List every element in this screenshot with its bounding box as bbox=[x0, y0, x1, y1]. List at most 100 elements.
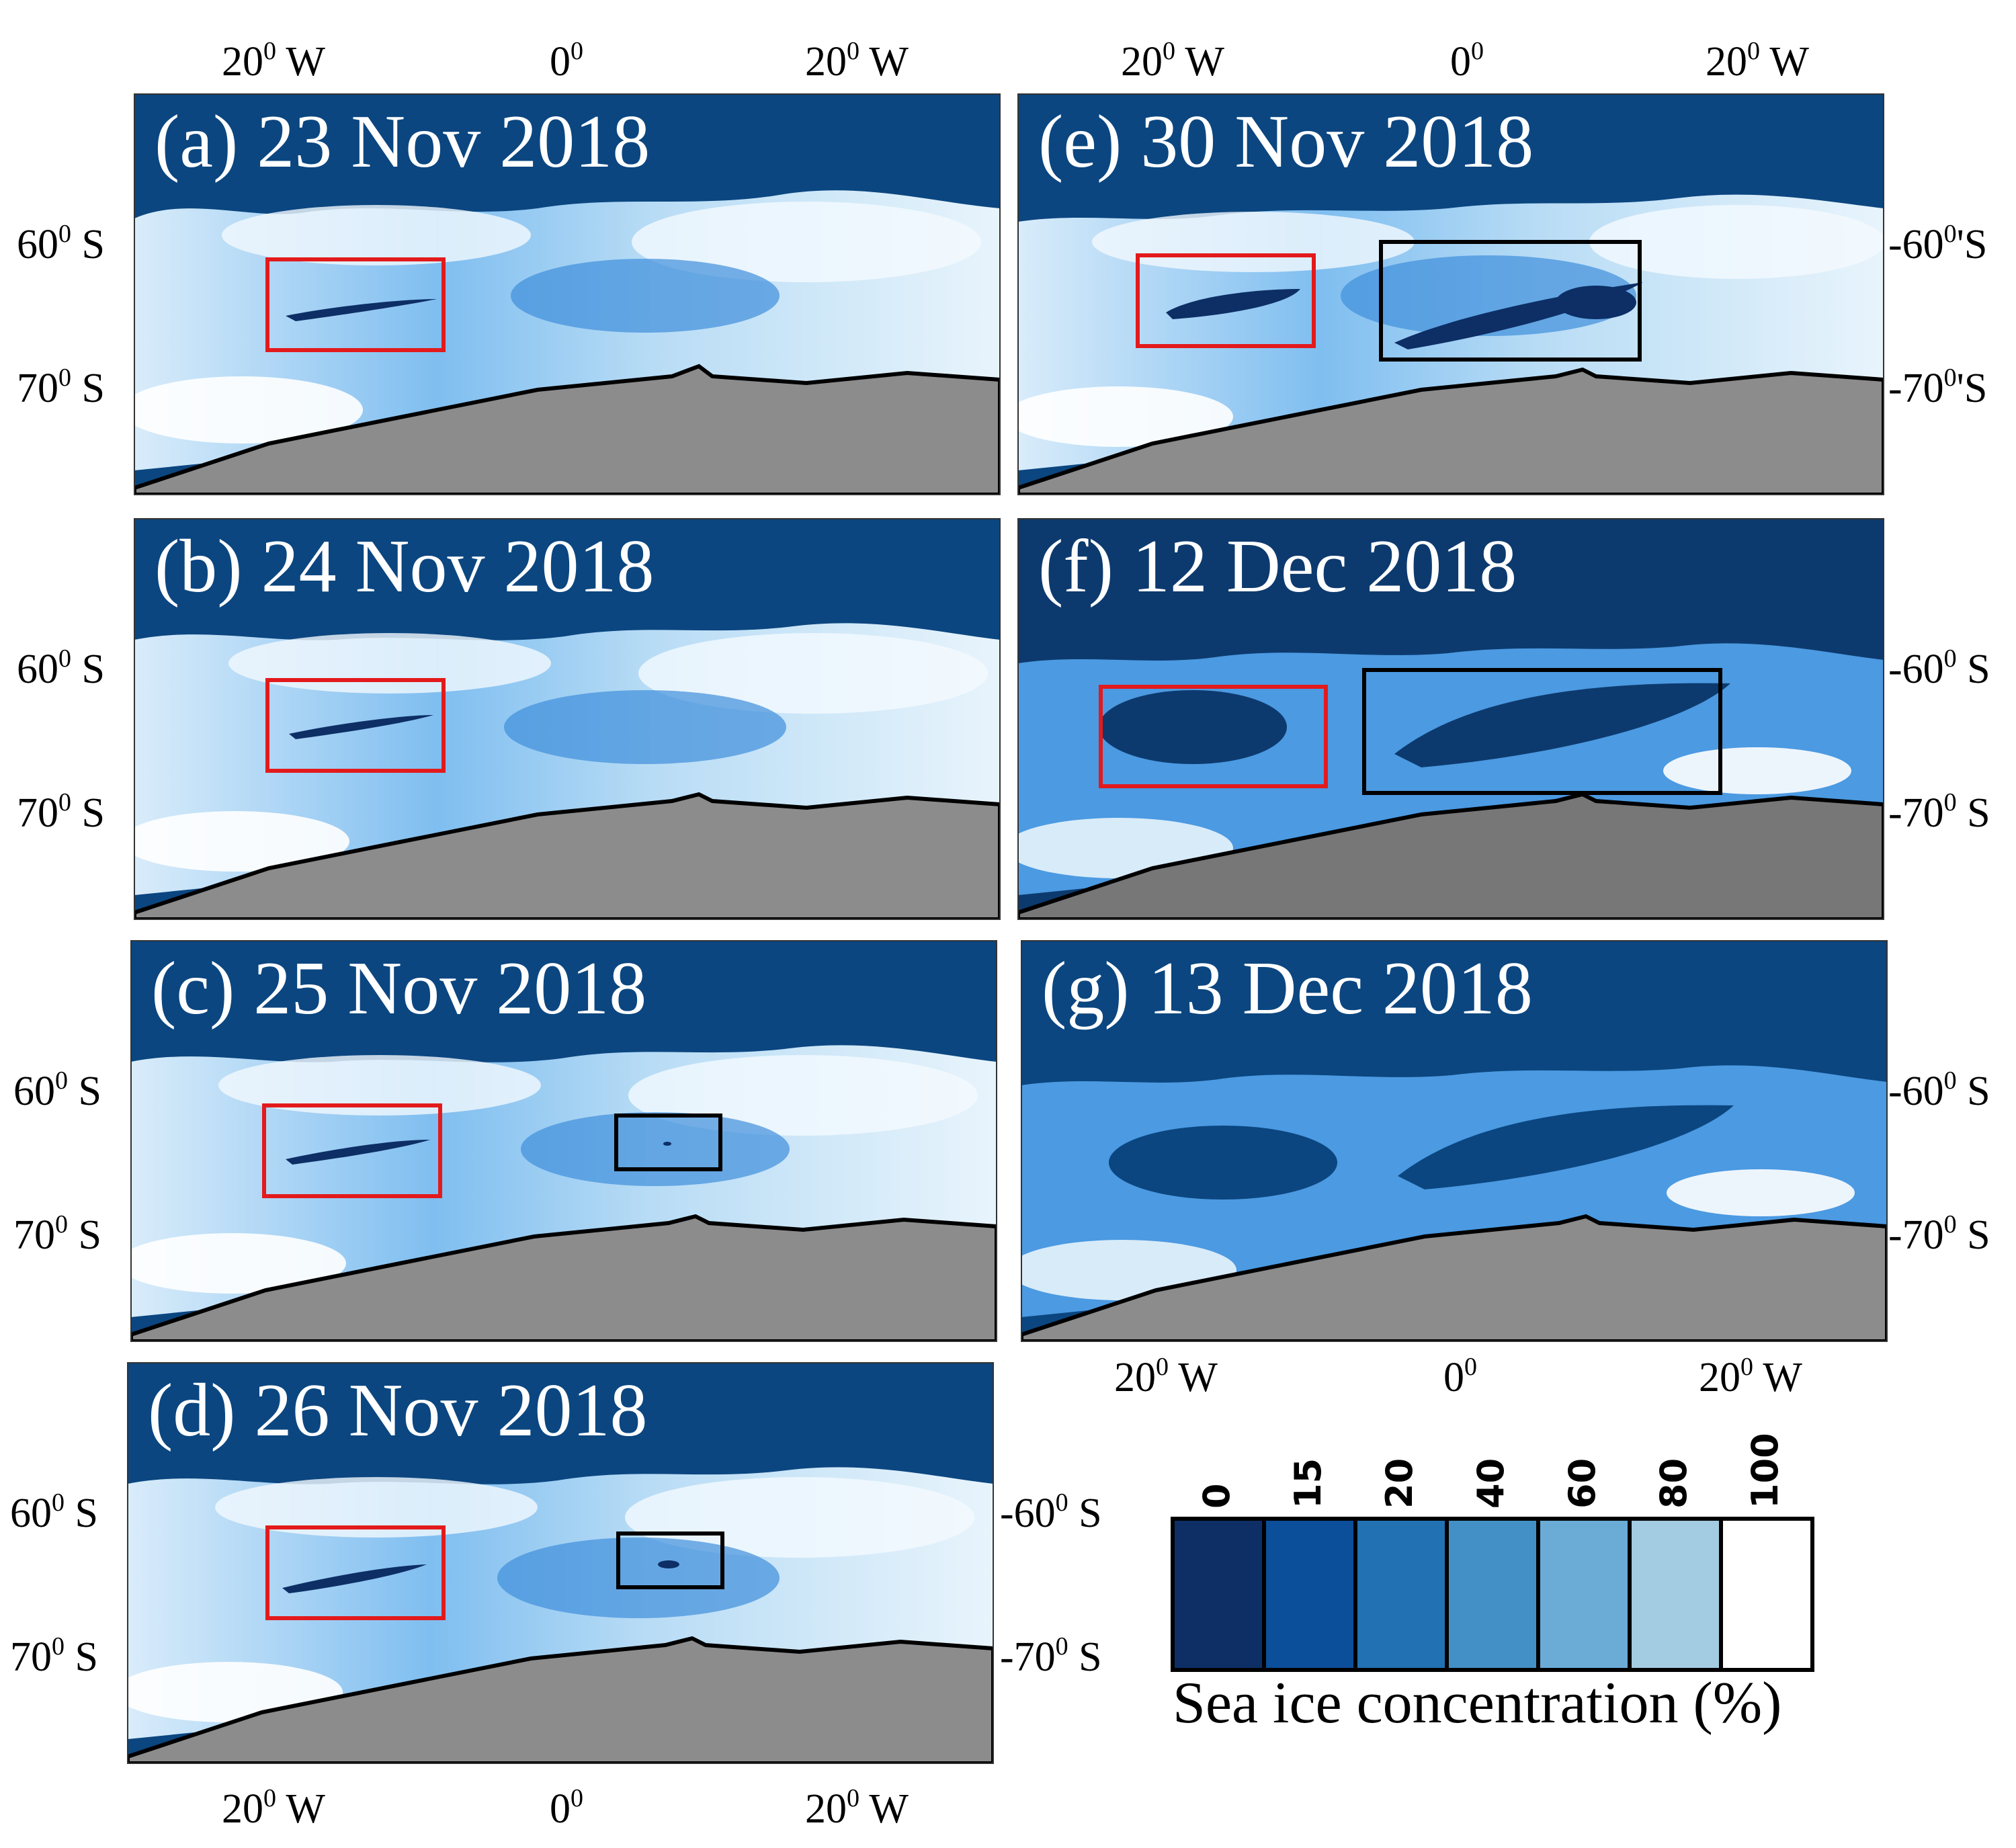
lat-labels-left: 600 S 700 S 600 S 700 S 600 S 700 S 600 … bbox=[10, 220, 105, 1680]
lat-label-60s: 600 S bbox=[13, 1066, 101, 1114]
red-box bbox=[1099, 685, 1328, 788]
antarctic-land bbox=[1021, 1214, 1887, 1341]
lat-label-70s: 700 S bbox=[17, 364, 105, 411]
top-left-lon-labels: 200 W 00 200 W bbox=[222, 37, 909, 85]
lat-label-60s: -600 S bbox=[1000, 1488, 1102, 1536]
bottom-right-lon-labels: 200 W 00 200 W bbox=[1114, 1353, 1802, 1400]
colorbar-title: Sea ice concentration (%) bbox=[1173, 1671, 1781, 1736]
ice-light-patch bbox=[1018, 386, 1233, 447]
antarctic-land bbox=[128, 1636, 993, 1763]
red-box bbox=[265, 1525, 446, 1620]
ice-light-patch bbox=[218, 1055, 541, 1116]
colorbar-tick-label: 80 bbox=[1652, 1458, 1695, 1509]
panel-frame bbox=[134, 93, 1001, 495]
ice-light-patch bbox=[638, 633, 988, 714]
top-right-lon-labels: 200 W 00 200 W bbox=[1121, 37, 1809, 85]
colorbar-swatches bbox=[1171, 1517, 1814, 1672]
antarctic-land bbox=[134, 364, 1000, 495]
lat-label-70s: 700 S bbox=[13, 1210, 101, 1258]
panel-frame bbox=[1021, 940, 1888, 1342]
ice-light-patch bbox=[228, 633, 551, 694]
lat-label-60s: 600 S bbox=[17, 644, 105, 692]
lat-label-70s: 700 S bbox=[17, 788, 105, 836]
red-box bbox=[1136, 253, 1316, 348]
colorbar-swatch bbox=[1445, 1517, 1540, 1672]
lon-label-0: 00 bbox=[1450, 37, 1484, 85]
colorbar-swatch bbox=[1536, 1517, 1632, 1672]
panel-frame bbox=[127, 1362, 994, 1764]
red-box bbox=[265, 257, 446, 352]
panel-title: (f) 12 Dec 2018 bbox=[1038, 525, 1517, 608]
ice-light-patch bbox=[1667, 1169, 1855, 1216]
colorbar-tick-label: 60 bbox=[1561, 1458, 1603, 1509]
panel-title: (d) 26 Nov 2018 bbox=[148, 1369, 647, 1452]
ice-light-patch bbox=[131, 1233, 346, 1294]
black-box bbox=[616, 1531, 724, 1589]
colorbar-tick-label: 15 bbox=[1287, 1458, 1329, 1509]
colorbar-tick-label: 100 bbox=[1744, 1433, 1786, 1509]
lat-label-60s: -600 S bbox=[1888, 644, 1990, 692]
antarctic-land bbox=[131, 1214, 997, 1341]
antarctic-land bbox=[134, 792, 1000, 919]
red-box bbox=[262, 1103, 442, 1198]
ice-light-patch bbox=[134, 376, 363, 444]
bottom-left-lon-labels: 200 W 00 200 W bbox=[222, 1784, 909, 1832]
ice-light-patch bbox=[1663, 747, 1851, 794]
lon-label-0: 00 bbox=[1443, 1353, 1477, 1400]
lon-label-0: 00 bbox=[550, 37, 583, 85]
panel-a: (a) 23 Nov 2018 bbox=[134, 93, 1001, 495]
polynya bbox=[286, 299, 437, 321]
polynya bbox=[1166, 289, 1300, 319]
lon-label-20w-right: 200 W bbox=[1699, 1353, 1802, 1400]
ice-mid-patch bbox=[511, 259, 780, 333]
ice-mid-patch bbox=[521, 1112, 790, 1186]
ice-light-patch bbox=[215, 1477, 538, 1538]
black-box bbox=[1379, 240, 1642, 362]
panel-frame bbox=[1017, 93, 1884, 495]
panel-b: (b) 24 Nov 2018 bbox=[134, 518, 1001, 920]
ice-light-patch bbox=[1092, 212, 1415, 272]
ice-mid-patch bbox=[1341, 255, 1636, 336]
lat-label-70s: 700 S bbox=[10, 1632, 98, 1680]
black-box bbox=[614, 1114, 722, 1171]
ice-light-patch bbox=[222, 205, 531, 265]
lon-label-20w: 200 W bbox=[1114, 1353, 1218, 1400]
panel-g: (g) 13 Dec 2018 bbox=[1021, 940, 1888, 1342]
ice-mid-patch bbox=[497, 1538, 780, 1618]
polynya bbox=[286, 1140, 430, 1165]
panel-title: (b) 24 Nov 2018 bbox=[155, 525, 654, 608]
panel-frame bbox=[130, 940, 997, 1342]
panel-title: (e) 30 Nov 2018 bbox=[1038, 100, 1534, 183]
polynya bbox=[1099, 690, 1287, 764]
lon-label-0: 00 bbox=[550, 1784, 583, 1832]
ice-mid-patch bbox=[504, 690, 786, 764]
lon-label-20w: 200 W bbox=[222, 1784, 325, 1832]
colorbar-swatch bbox=[1719, 1517, 1814, 1672]
lat-label-60s: -600 S bbox=[1888, 1066, 1990, 1114]
polynya-east-core bbox=[1556, 286, 1636, 319]
panel-title: (c) 25 Nov 2018 bbox=[151, 947, 646, 1030]
panel-frame bbox=[134, 518, 1001, 920]
panel-e: (e) 30 Nov 2018 bbox=[1017, 93, 1884, 495]
colorbar: 0 15 20 40 60 80 100 Sea ice concentration (%) bbox=[1171, 1433, 1814, 1736]
lat-label-70s: -700 S bbox=[1888, 1210, 1990, 1258]
colorbar-tick-label: 40 bbox=[1470, 1458, 1512, 1509]
lat-label-60s: 600 S bbox=[17, 220, 105, 267]
panel-f: (f) 12 Dec 2018 bbox=[1017, 518, 1884, 920]
polynya bbox=[282, 1564, 427, 1593]
ice-light-patch bbox=[625, 1477, 974, 1558]
colorbar-tick-label: 20 bbox=[1378, 1458, 1421, 1509]
small-polynya bbox=[663, 1142, 671, 1146]
panel-title: (g) 13 Dec 2018 bbox=[1042, 947, 1533, 1030]
ice-light-patch bbox=[632, 202, 981, 282]
ice-light-patch bbox=[134, 811, 349, 872]
ice-light-patch bbox=[1589, 205, 1884, 279]
lon-label-20w-right: 200 W bbox=[1706, 37, 1809, 85]
small-polynya bbox=[658, 1560, 679, 1568]
lat-label-70s: -700 S bbox=[1000, 1632, 1102, 1680]
colorbar-swatch bbox=[1628, 1517, 1723, 1672]
colorbar-swatch bbox=[1353, 1517, 1449, 1672]
lat-label-70s: -700'S bbox=[1888, 364, 1987, 411]
colorbar-tick-label: 0 bbox=[1195, 1483, 1238, 1509]
